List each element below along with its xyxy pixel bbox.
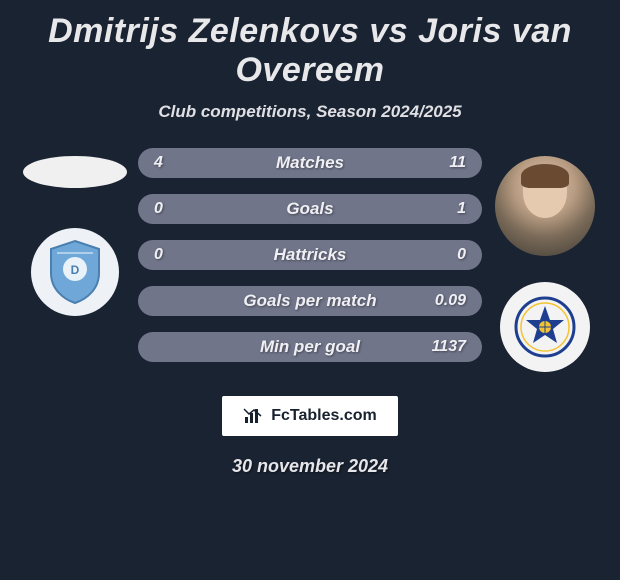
stat-label: Hattricks xyxy=(138,245,482,265)
subtitle: Club competitions, Season 2024/2025 xyxy=(158,102,461,122)
club-badge-left: D xyxy=(31,228,119,316)
main-row: D 4 Matches 11 0 Goals 1 0 Hattricks 0 xyxy=(8,156,612,372)
stat-row-min-per-goal: Min per goal 1137 xyxy=(138,332,482,362)
stat-label: Goals per match xyxy=(138,291,482,311)
page-title: Dmitrijs Zelenkovs vs Joris van Overeem xyxy=(8,12,612,90)
stat-row-goals-per-match: Goals per match 0.09 xyxy=(138,286,482,316)
player-avatar-left xyxy=(23,156,127,188)
stats-column: 4 Matches 11 0 Goals 1 0 Hattricks 0 Goa… xyxy=(138,148,482,362)
svg-text:D: D xyxy=(71,263,80,277)
stat-label: Goals xyxy=(138,199,482,219)
player-avatar-right xyxy=(495,156,595,256)
stat-row-goals: 0 Goals 1 xyxy=(138,194,482,224)
comparison-card: Dmitrijs Zelenkovs vs Joris van Overeem … xyxy=(0,0,620,485)
right-player-column xyxy=(490,156,600,372)
chart-icon xyxy=(243,407,265,425)
stat-row-hattricks: 0 Hattricks 0 xyxy=(138,240,482,270)
brand-badge[interactable]: FcTables.com xyxy=(222,396,398,436)
shield-icon: D xyxy=(47,239,103,305)
date-label: 30 november 2024 xyxy=(232,456,388,477)
stat-label: Matches xyxy=(138,153,482,173)
brand-label: FcTables.com xyxy=(271,407,377,425)
club-badge-right xyxy=(500,282,590,372)
star-badge-icon xyxy=(514,296,576,358)
stat-label: Min per goal xyxy=(138,337,482,357)
left-player-column: D xyxy=(20,156,130,316)
stat-row-matches: 4 Matches 11 xyxy=(138,148,482,178)
